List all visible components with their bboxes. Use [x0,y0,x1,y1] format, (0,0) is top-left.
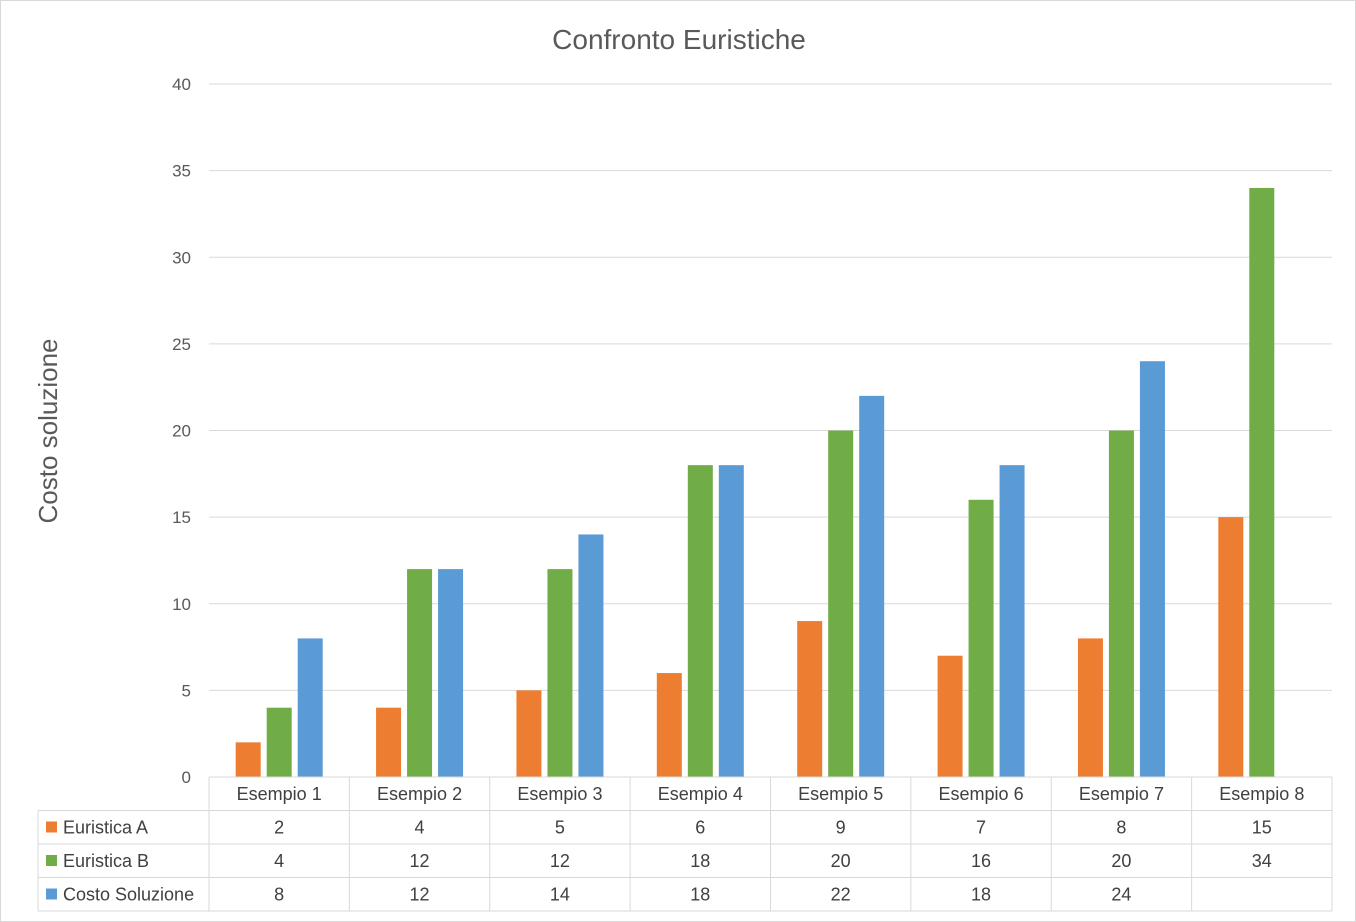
bar [235,742,261,777]
data-table: Esempio 1 Esempio 2 Esempio 3 Esempio 4 Esem… [37,776,1333,912]
data-label: 15 [1252,818,1272,838]
data-label: 12 [410,851,430,871]
data-label: 16 [971,851,991,871]
data-label: 6 [695,818,705,838]
data-label: 4 [415,818,425,838]
category-label: Esempio 5 [798,784,883,804]
bar [937,655,963,777]
data-label: 34 [1252,851,1272,871]
gridlines [209,83,1332,778]
y-tick-label: 5 [182,681,191,700]
y-tick-label: 0 [182,768,191,787]
bar [578,534,604,777]
data-label: 24 [1111,885,1131,905]
data-label: 18 [690,851,710,871]
y-tick-labels: 0 5 10 15 20 25 30 35 40 [172,75,191,787]
data-label: 12 [410,885,430,905]
data-label: 4 [274,851,284,871]
bar [516,690,542,777]
y-tick-label: 15 [172,508,191,527]
bar [1077,638,1103,777]
bar [656,673,682,777]
category-label: Esempio 3 [517,784,602,804]
bars [235,187,1275,777]
category-label: Esempio 2 [377,784,462,804]
category-label: Esempio 8 [1219,784,1304,804]
bar [1249,187,1275,777]
bar [828,430,854,777]
data-label: 20 [1111,851,1131,871]
legend-swatch [46,821,57,833]
bar [547,569,573,777]
bar [376,707,402,777]
bar [718,465,744,777]
y-tick-label: 40 [172,75,191,94]
data-label: 18 [971,885,991,905]
data-label: 18 [690,885,710,905]
y-tick-label: 35 [172,162,191,181]
category-label: Esempio 4 [658,784,743,804]
bar [1218,517,1244,777]
data-label: 22 [831,885,851,905]
bar [266,707,292,777]
legend-swatch [46,888,57,900]
bar [999,465,1025,777]
y-axis-title: Costo soluzione [33,339,63,524]
category-label: Esempio 7 [1079,784,1164,804]
bar [968,499,994,777]
data-label: 9 [836,818,846,838]
data-label: 14 [550,885,570,905]
bar [687,465,713,777]
bar [1139,361,1165,777]
y-tick-label: 20 [172,422,191,441]
data-label: 5 [555,818,565,838]
data-label: 20 [831,851,851,871]
legend-label: Euristica B [63,851,149,871]
y-tick-label: 10 [172,595,191,614]
data-label: 8 [274,885,284,905]
y-tick-label: 25 [172,335,191,354]
data-label: 12 [550,851,570,871]
bar [859,395,885,777]
chart-title: Confronto Euristiche [552,24,806,55]
data-label: 8 [1116,818,1126,838]
bar [438,569,464,777]
bar [797,621,823,777]
data-label: 2 [274,818,284,838]
bar [407,569,433,777]
legend-label: Euristica A [63,818,148,838]
y-tick-label: 30 [172,248,191,267]
legend-swatch [46,855,57,866]
category-label: Esempio 6 [939,784,1024,804]
bar [297,638,323,777]
bar [1108,430,1134,777]
category-label: Esempio 1 [237,784,322,804]
legend-label: Costo Soluzione [63,885,194,905]
data-label: 7 [976,818,986,838]
